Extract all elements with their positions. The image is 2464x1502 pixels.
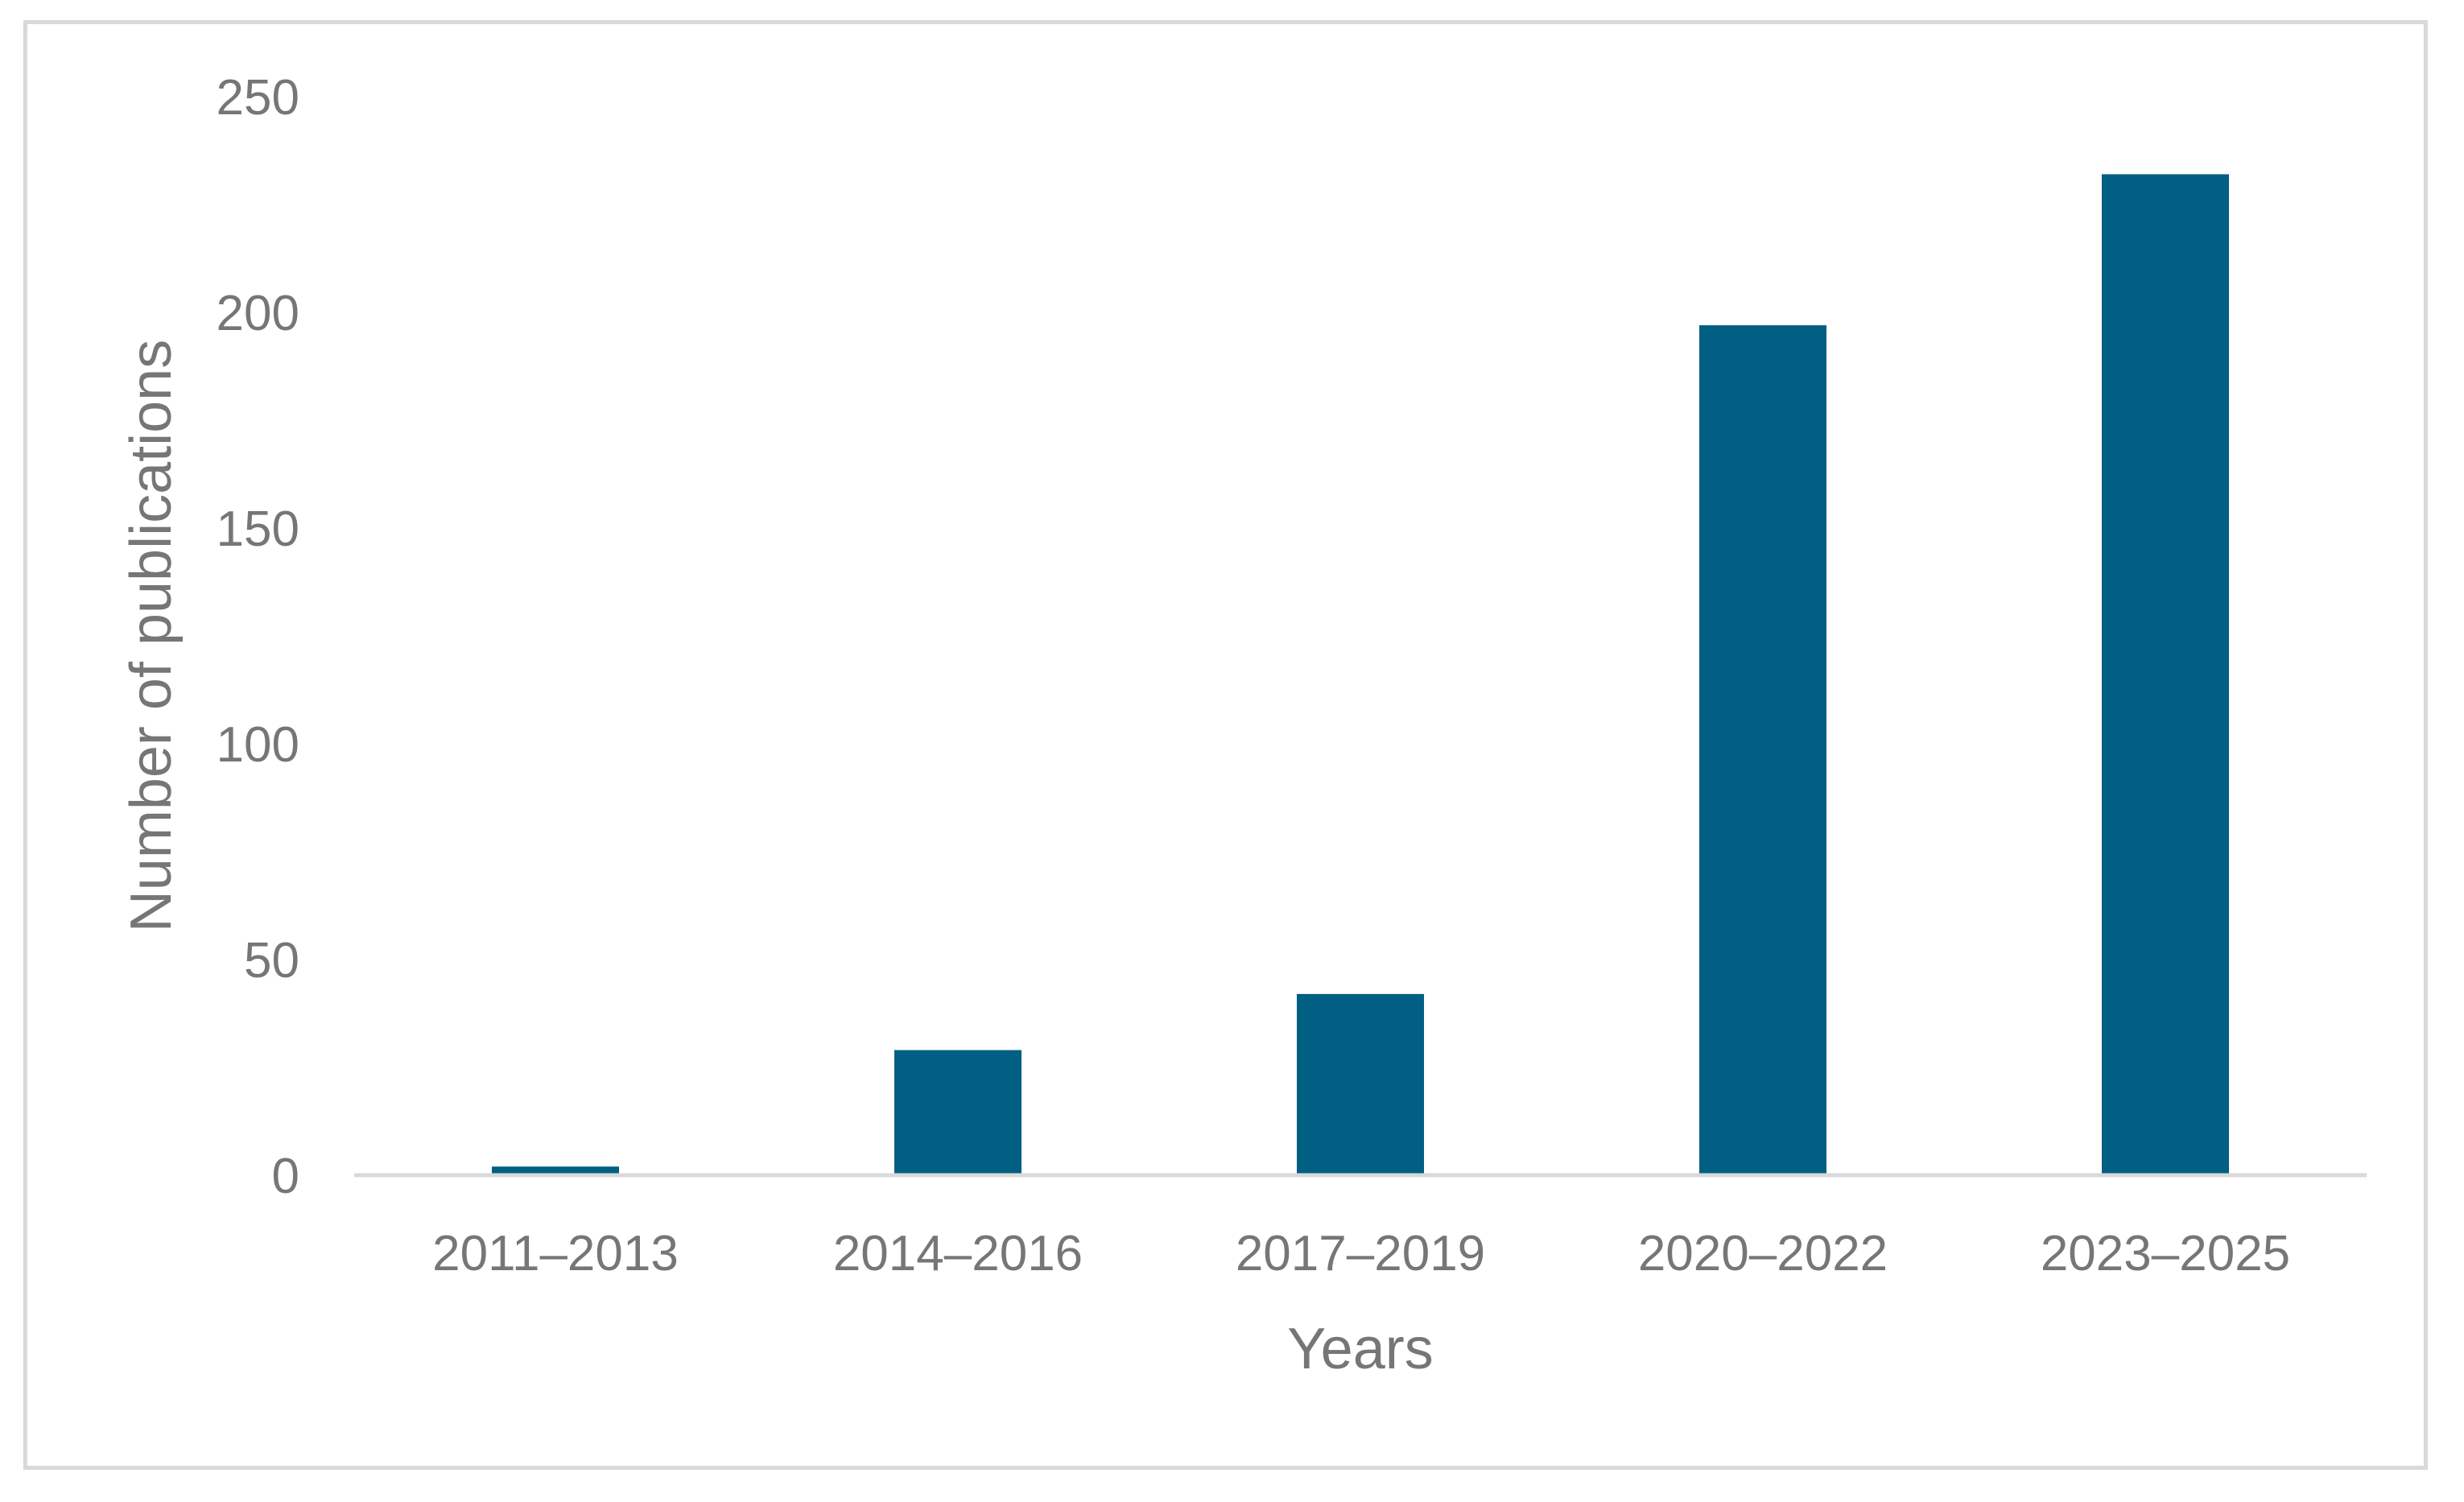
- x-tick-label: 2014–2016: [833, 1226, 1083, 1281]
- x-tick-label: 2011–2013: [432, 1226, 679, 1281]
- y-tick-label: 250: [217, 70, 299, 126]
- chart-frame: [23, 20, 2428, 1470]
- bar: [894, 1050, 1022, 1175]
- bar: [1297, 993, 1424, 1175]
- x-tick-label: 2023–2025: [2041, 1226, 2290, 1281]
- y-tick-label: 100: [217, 717, 299, 773]
- y-tick-label: 0: [272, 1149, 299, 1204]
- x-axis-title: Years: [1287, 1317, 1433, 1381]
- y-tick-label: 150: [217, 501, 299, 557]
- x-tick-label: 2020–2022: [1638, 1226, 1888, 1281]
- bar: [1699, 325, 1826, 1176]
- y-axis-title: Number of publications: [119, 340, 184, 932]
- y-tick-label: 50: [244, 933, 299, 988]
- bar: [492, 1166, 619, 1175]
- x-axis-ticks: 2011–2013 2014–2016 2017–2019 2020–2022 2023…: [432, 1226, 2290, 1281]
- y-tick-label: 200: [217, 286, 299, 341]
- y-axis-ticks: 0 50 100 150 200 250: [217, 70, 299, 1204]
- x-tick-label: 2017–2019: [1236, 1226, 1485, 1281]
- bar: [2102, 174, 2229, 1176]
- bar-series: [492, 174, 2229, 1176]
